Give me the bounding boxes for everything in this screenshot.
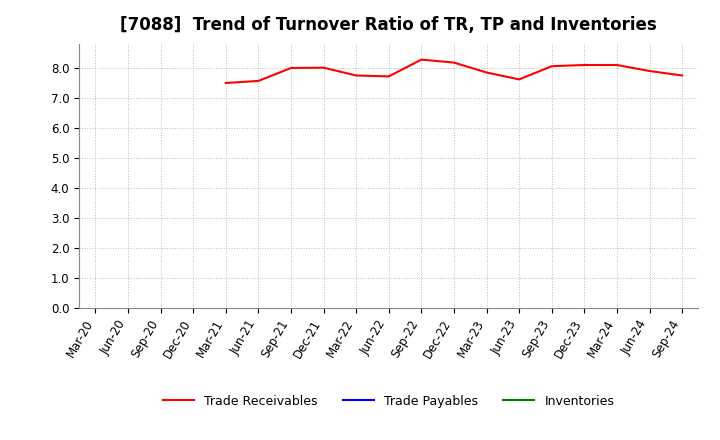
Trade Receivables [417,57,426,62]
Trade Receivables [319,65,328,70]
Trade Receivables [645,68,654,73]
Trade Receivables [678,73,686,78]
Trade Receivables [482,70,491,75]
Trade Receivables [515,77,523,82]
Trade Receivables [580,62,589,68]
Trade Receivables [547,63,556,69]
Trade Receivables [287,66,295,71]
Trade Receivables [613,62,621,68]
Trade Receivables [352,73,361,78]
Trade Receivables [222,81,230,86]
Line: Trade Receivables: Trade Receivables [226,59,682,83]
Trade Receivables [384,74,393,79]
Title: [7088]  Trend of Turnover Ratio of TR, TP and Inventories: [7088] Trend of Turnover Ratio of TR, TP… [120,16,657,34]
Legend: Trade Receivables, Trade Payables, Inventories: Trade Receivables, Trade Payables, Inven… [158,390,619,413]
Trade Receivables [254,78,263,84]
Trade Receivables [450,60,459,65]
